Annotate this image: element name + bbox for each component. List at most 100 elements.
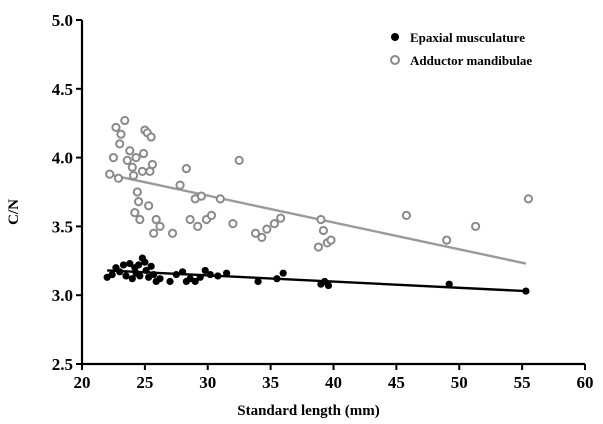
- x-tick-label: 55: [514, 373, 531, 392]
- data-point-adductor: [116, 129, 126, 139]
- data-point-adductor: [113, 173, 124, 183]
- data-point-epaxial: [279, 269, 287, 277]
- data-point-adductor: [470, 221, 481, 231]
- x-tick-label: 45: [388, 373, 405, 392]
- data-point-adductor: [108, 153, 119, 163]
- data-point-adductor: [276, 213, 286, 223]
- data-point-adductor: [132, 187, 142, 197]
- legend: Epaxial musculature Adductor mandibulae: [390, 30, 532, 68]
- data-point-epaxial: [522, 287, 530, 295]
- data-point-adductor: [127, 162, 137, 172]
- data-point-epaxial: [122, 272, 130, 280]
- data-point-adductor: [115, 139, 125, 149]
- data-point-adductor: [316, 214, 326, 225]
- data-point-epaxial: [147, 262, 155, 270]
- data-point-epaxial: [108, 270, 116, 279]
- data-point-adductor: [181, 164, 191, 174]
- data-point-epaxial: [156, 275, 164, 283]
- data-point-epaxial: [179, 268, 187, 276]
- data-point-adductor: [257, 232, 267, 243]
- data-point-adductor: [111, 122, 121, 132]
- y-tick-label: 3.0: [52, 286, 73, 305]
- data-point-adductor: [401, 210, 412, 220]
- axes: 20 25 30 35 40 45 50 55 60 2.5 3.0 3.5 4.0 4.5 5.0: [52, 11, 594, 392]
- data-point-adductor: [131, 153, 141, 163]
- data-point-adductor: [122, 155, 132, 165]
- y-tick-label: 5.0: [52, 11, 73, 30]
- data-point-adductor: [206, 210, 217, 220]
- data-point-adductor: [234, 155, 244, 165]
- data-point-adductor: [193, 221, 203, 231]
- data-point-adductor: [318, 225, 329, 236]
- x-tick-label: 60: [577, 373, 594, 392]
- data-points: [103, 115, 534, 295]
- y-tick-label: 3.5: [52, 217, 73, 236]
- data-point-adductor: [130, 208, 140, 218]
- data-point-adductor: [135, 214, 145, 225]
- data-point-adductor: [196, 191, 207, 201]
- data-point-adductor: [146, 132, 156, 142]
- legend-marker-adductor: [390, 55, 400, 65]
- data-point-adductor: [149, 228, 159, 238]
- data-point-epaxial: [136, 272, 144, 280]
- data-point-adductor: [215, 194, 225, 204]
- data-point-epaxial: [128, 275, 136, 283]
- x-tick-label: 25: [136, 373, 153, 392]
- data-point-adductor: [313, 242, 324, 252]
- y-tick-label: 4.5: [52, 80, 73, 99]
- data-point-adductor: [185, 214, 195, 225]
- x-tick-label: 35: [262, 373, 279, 392]
- x-tick-label: 30: [199, 373, 216, 392]
- data-point-epaxial: [119, 261, 128, 269]
- data-point-epaxial: [201, 266, 209, 275]
- data-point-epaxial: [254, 277, 262, 286]
- data-point-adductor: [269, 219, 279, 229]
- y-tick-label: 2.5: [52, 355, 73, 374]
- legend-marker-epaxial: [391, 33, 399, 41]
- data-point-adductor: [326, 235, 336, 245]
- data-point-adductor: [133, 197, 144, 207]
- data-point-epaxial: [141, 258, 149, 266]
- data-point-epaxial: [206, 270, 214, 279]
- data-point-epaxial: [166, 277, 174, 286]
- data-point-epaxial: [324, 281, 333, 290]
- data-point-epaxial: [223, 269, 231, 277]
- data-point-adductor: [151, 214, 161, 225]
- data-point-adductor: [139, 148, 149, 159]
- data-point-epaxial: [196, 273, 204, 281]
- data-point-epaxial: [150, 270, 158, 279]
- data-point-adductor: [128, 170, 139, 181]
- x-tick-label: 20: [74, 373, 91, 392]
- data-point-adductor: [155, 221, 165, 231]
- data-point-adductor: [175, 180, 185, 190]
- y-tick-label: 4.0: [52, 149, 73, 168]
- data-point-epaxial: [126, 259, 134, 268]
- data-point-adductor: [167, 228, 178, 238]
- data-point-adductor: [442, 235, 452, 245]
- data-point-epaxial: [116, 268, 124, 276]
- legend-label-epaxial: Epaxial musculature: [410, 30, 525, 45]
- data-point-epaxial: [172, 270, 180, 279]
- data-point-epaxial: [191, 277, 199, 286]
- data-point-adductor: [120, 115, 130, 126]
- data-point-adductor: [523, 194, 534, 204]
- data-point-adductor: [105, 169, 115, 179]
- data-point-epaxial: [134, 261, 143, 269]
- data-point-epaxial: [214, 272, 222, 280]
- data-point-epaxial: [142, 266, 150, 275]
- data-point-adductor: [262, 224, 272, 234]
- data-point-adductor: [147, 159, 158, 170]
- data-point-adductor: [250, 228, 261, 238]
- data-point-epaxial: [273, 275, 281, 283]
- data-point-epaxial: [445, 280, 453, 288]
- y-axis-label: C/N: [6, 199, 22, 225]
- data-point-adductor: [137, 166, 147, 176]
- data-point-adductor: [125, 146, 135, 156]
- legend-label-adductor: Adductor mandibulae: [410, 53, 532, 68]
- data-point-adductor: [144, 201, 154, 211]
- x-tick-label: 40: [325, 373, 342, 392]
- x-tick-label: 50: [451, 373, 468, 392]
- x-axis-label: Standard length (mm): [237, 403, 380, 419]
